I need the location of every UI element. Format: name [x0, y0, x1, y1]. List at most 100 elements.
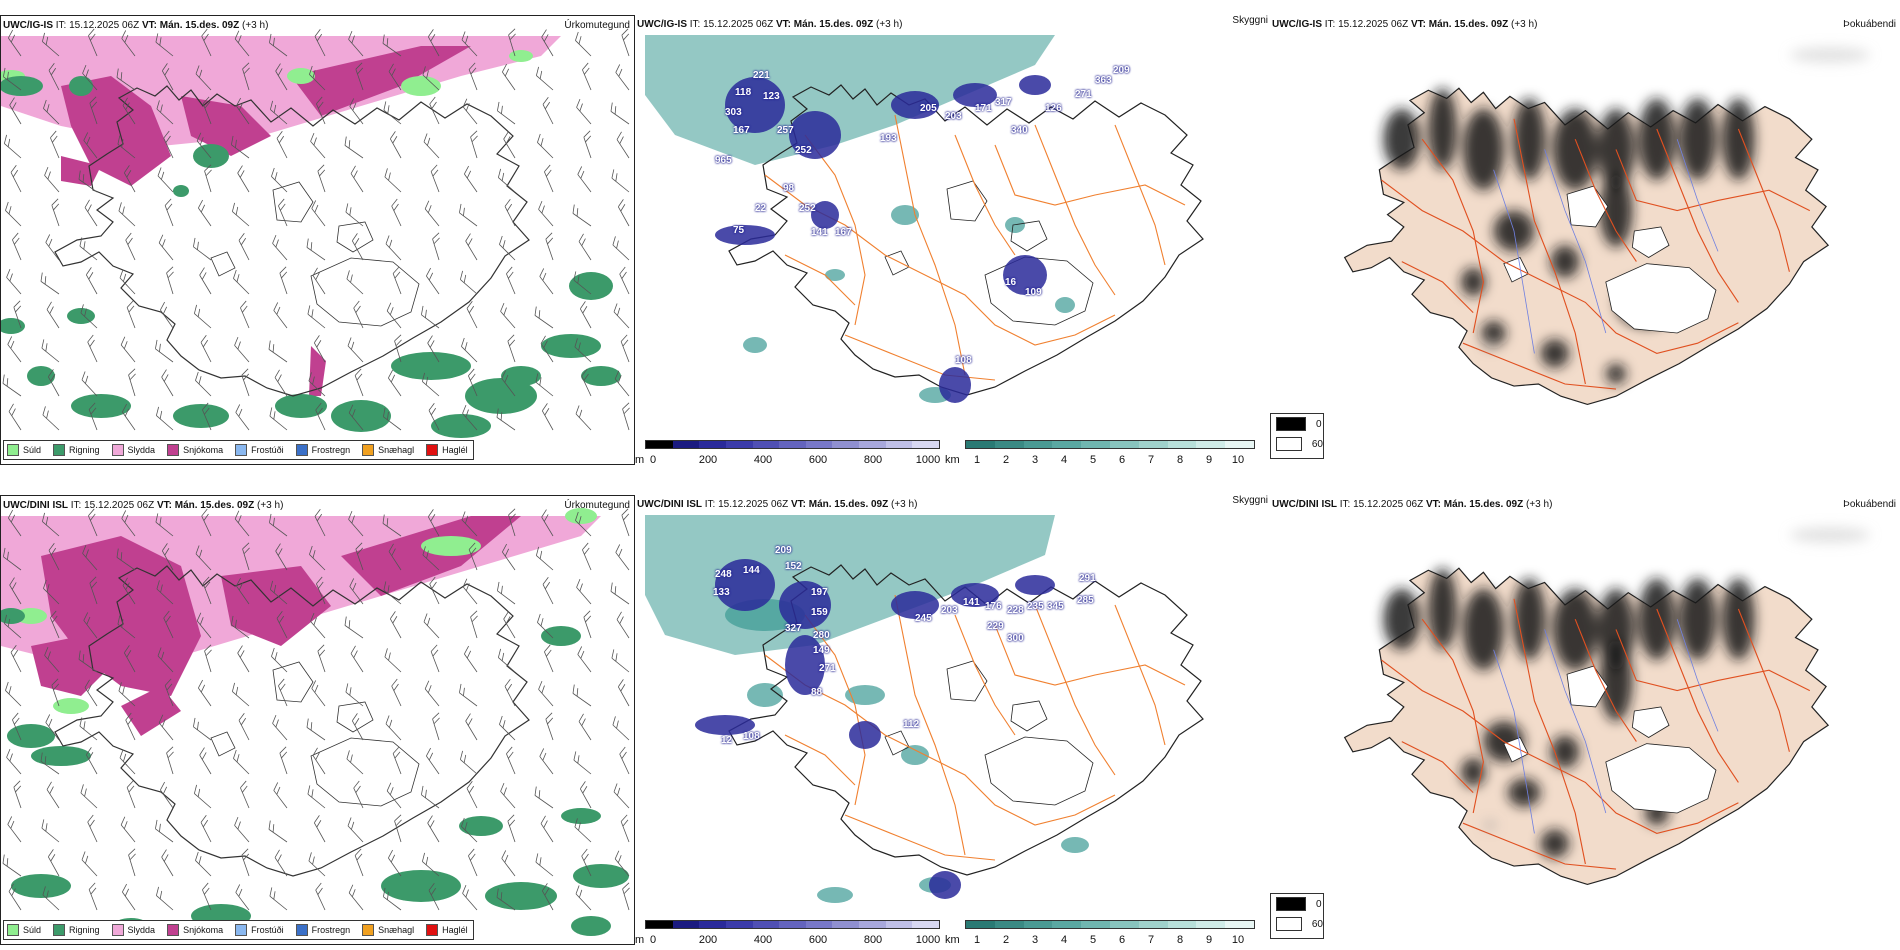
legend-swatch [7, 444, 19, 456]
fog-panel-row1: UWC/IG-IS IT: 15.12.2025 06Z VT: Mán. 15… [1270, 15, 1900, 465]
colorbar-tick: 800 [863, 934, 883, 945]
visibility-value-label: 209 [1113, 65, 1130, 76]
legend-item-frostregn: Frostregn [295, 444, 351, 456]
legend-label: Rigning [69, 925, 100, 935]
colorbar-tick: 400 [753, 454, 773, 465]
visibility-value-label: 108 [955, 355, 972, 366]
visibility-value-label: 965 [715, 155, 732, 166]
vt-value: Mán. 15.des. 09Z [1443, 499, 1524, 510]
colorbar-tick: 0 [649, 934, 657, 945]
legend-item-snæhagl: Snæhagl [362, 444, 414, 456]
it-value: 15.12.2025 06Z [84, 500, 155, 511]
legend-item-rigning: Rigning [53, 444, 100, 456]
colorbar-tick: 5 [1089, 934, 1097, 945]
fog-legend-label: 0 [1316, 898, 1322, 910]
colorbar-cell [912, 441, 940, 448]
lead-time: (+3 h) [1511, 19, 1538, 30]
legend-swatch [111, 924, 124, 936]
vt-value: Mán. 15.des. 09Z [808, 499, 889, 510]
colorbar-cell [885, 921, 913, 928]
legend-label: Súld [23, 925, 42, 935]
panel-title: UWC/IG-IS IT: 15.12.2025 06Z VT: Mán. 15… [637, 19, 902, 30]
fog-legend-swatch [1276, 417, 1306, 431]
lead-time: (+3 h) [891, 499, 918, 510]
colorbar-cell [805, 921, 833, 928]
visibility-value-label: 108 [743, 731, 760, 742]
visibility-value-label: 271 [1075, 89, 1092, 100]
visibility-value-label: 257 [777, 125, 794, 136]
legend-label: Slydda [127, 445, 156, 455]
colorbar-unit: m [635, 454, 645, 465]
colorbar-cells [645, 440, 940, 449]
field-name: Skyggni [1232, 495, 1268, 506]
field-name: Þokuábendi [1843, 19, 1896, 30]
fog-legend-swatch [1276, 437, 1302, 451]
colorbar-tick: 2 [1002, 934, 1010, 945]
colorbar-tick: 0 [649, 454, 657, 465]
fog-colorbar: 0 60 [1270, 893, 1324, 939]
visibility-panel-row2: UWC/DINI ISL IT: 15.12.2025 06Z VT: Mán.… [635, 495, 1270, 945]
colorbar-tick: 3 [1031, 454, 1039, 465]
vt-label: VT: [790, 499, 806, 510]
field-name: Úrkomutegund [564, 500, 630, 511]
vt-value: Mán. 15.des. 09Z [793, 19, 874, 30]
colorbar-cell [1023, 921, 1053, 928]
precip-type-legend: Súld Rigning Slydda Snjókoma Frostúði Frostre… [3, 440, 474, 460]
model-name: UWC/DINI ISL [637, 499, 702, 510]
visibility-value-label: 167 [835, 227, 852, 238]
visibility-value-label: 75 [733, 225, 745, 236]
visibility-value-label: 228 [1007, 605, 1024, 616]
colorbar-cells [965, 920, 1255, 929]
lead-time: (+3 h) [257, 500, 284, 511]
legend-label: Haglél [442, 445, 468, 455]
visibility-value-label: 229 [987, 621, 1004, 632]
legend-swatch [295, 444, 308, 456]
colorbar-cell [1225, 921, 1254, 928]
colorbar-tick: 10 [1231, 454, 1245, 465]
visibility-value-label: 271 [819, 663, 836, 674]
visibility-value-label: 245 [915, 613, 932, 624]
visibility-value-label: 118 [735, 87, 752, 98]
fog-legend-label: 60 [1311, 918, 1323, 930]
precip-type-map [1, 28, 630, 438]
legend-label: Súld [23, 445, 42, 455]
visibility-km-colorbar: km 1 2 3 4 5 6 7 8 9 10 [945, 920, 1260, 945]
model-name: UWC/DINI ISL [3, 500, 68, 511]
vt-value: Mán. 15.des. 09Z [174, 500, 255, 511]
vt-label: VT: [775, 19, 791, 30]
field-name: Þokuábendi [1843, 499, 1896, 510]
model-name: UWC/IG-IS [637, 19, 687, 30]
legend-label: Frostúði [251, 925, 284, 935]
legend-label: Snæhagl [378, 445, 415, 455]
visibility-value-label: 152 [785, 561, 802, 572]
legend-label: Snjókoma [183, 925, 224, 935]
visibility-value-label: 16 [1005, 277, 1017, 288]
it-label: IT: [55, 20, 67, 31]
visibility-value-label: 171 [975, 103, 992, 114]
visibility-value-label: 149 [813, 645, 830, 656]
legend-label: Rigning [69, 445, 100, 455]
legend-swatch [7, 924, 19, 936]
visibility-value-label: 317 [995, 97, 1012, 108]
visibility-value-label: 176 [985, 601, 1002, 612]
fog-legend-row: 0 [1271, 414, 1323, 434]
field-name: Skyggni [1232, 15, 1268, 26]
colorbar-cell [832, 921, 860, 928]
legend-swatch [362, 444, 375, 456]
colorbar-cell [1196, 921, 1226, 928]
colorbar-cell [1109, 921, 1139, 928]
visibility-value-label: 345 [1047, 601, 1064, 612]
legend-item-súld: Súld [7, 444, 41, 456]
legend-swatch [362, 924, 375, 936]
colorbar-cell [1167, 921, 1197, 928]
legend-label: Frostregn [311, 445, 351, 455]
legend-item-frostregn: Frostregn [295, 924, 350, 936]
fog-legend-row: 0 [1271, 894, 1323, 914]
colorbar-cell [672, 441, 700, 448]
it-label: IT: [1324, 19, 1336, 30]
legend-label: Slydda [127, 925, 156, 935]
legend-swatch [426, 924, 439, 936]
colorbar-cell [1138, 921, 1168, 928]
visibility-m-colorbar: m 0 200 400 600 800 1000 [635, 440, 945, 465]
colorbar-tick: 8 [1176, 934, 1184, 945]
